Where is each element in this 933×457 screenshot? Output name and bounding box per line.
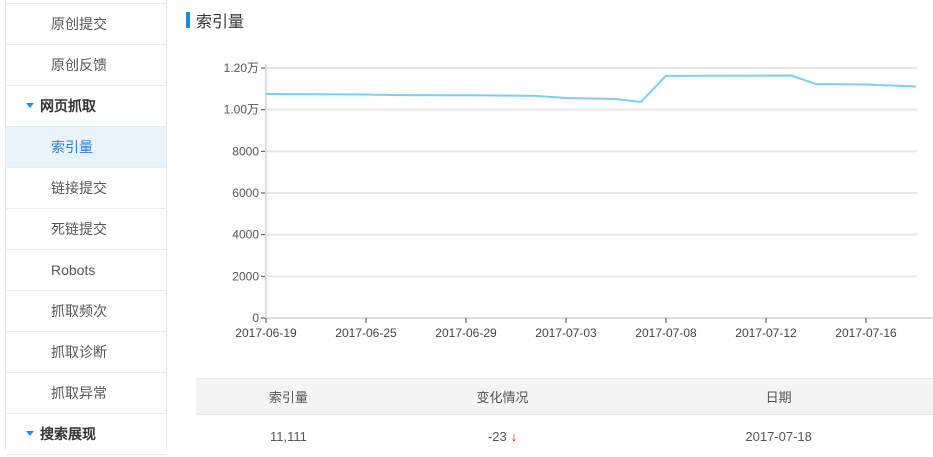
sidebar-item-label: Robots — [51, 262, 95, 278]
title-accent-bar — [186, 12, 190, 28]
sidebar-item-label: 死链提交 — [51, 221, 107, 237]
table-header-row: 索引量 变化情况 日期 — [196, 379, 933, 415]
caret-down-icon — [26, 103, 34, 108]
sidebar-item-label: 原创提交 — [51, 16, 107, 32]
sidebar-item-4[interactable]: 索引量 — [6, 127, 166, 168]
svg-text:2000: 2000 — [232, 269, 259, 283]
line-chart: 0 2000 4000 6000 8000 1.00万 1.20万 2017-06-19 201… — [195, 40, 933, 350]
sidebar-item-label: 网页抓取 — [40, 98, 96, 114]
sidebar-item-label: 抓取诊断 — [51, 344, 107, 360]
cell-count: 11,111 — [196, 415, 381, 457]
svg-text:1.20万: 1.20万 — [224, 61, 259, 75]
sidebar-item-6[interactable]: 死链提交 — [6, 209, 166, 250]
svg-text:6000: 6000 — [232, 186, 259, 200]
svg-text:8000: 8000 — [232, 144, 259, 158]
sidebar-item-8[interactable]: 抓取频次 — [6, 291, 166, 332]
index-series-line — [266, 76, 916, 103]
svg-text:2017-07-03: 2017-07-03 — [535, 326, 597, 340]
sidebar-item-label: 链接提交 — [51, 180, 107, 196]
sidebar-item-label: 抓取频次 — [51, 303, 107, 319]
sidebar: 原创提交原创反馈网页抓取索引量链接提交死链提交 Robots 抓取频次抓取诊断抓取异… — [5, 0, 167, 450]
col-header-date: 日期 — [624, 379, 933, 415]
arrow-down-icon: ↓ — [511, 429, 518, 444]
table-row: 11,111 -23 ↓ 2017-07-18 — [196, 415, 933, 457]
sidebar-item-2[interactable]: 原创反馈 — [6, 45, 166, 86]
cell-date: 2017-07-18 — [624, 415, 933, 457]
page-title-text: 索引量 — [196, 8, 244, 32]
sidebar-item-9[interactable]: 抓取诊断 — [6, 332, 166, 373]
sidebar-item-label: 抓取异常 — [51, 385, 107, 401]
index-volume-chart: 0 2000 4000 6000 8000 1.00万 1.20万 2017-06-19 201… — [195, 40, 933, 350]
sidebar-item-1[interactable]: 原创提交 — [6, 4, 166, 45]
svg-text:1.00万: 1.00万 — [224, 103, 259, 117]
svg-text:2017-06-19: 2017-06-19 — [235, 326, 297, 340]
sidebar-item-label: 原创反馈 — [51, 57, 107, 73]
sidebar-group-11[interactable]: 搜索展现 — [6, 414, 166, 455]
col-header-count: 索引量 — [196, 379, 381, 415]
sidebar-group-3[interactable]: 网页抓取 — [6, 86, 166, 127]
svg-text:2017-06-25: 2017-06-25 — [335, 326, 397, 340]
sidebar-item-label: 搜索展现 — [40, 426, 96, 442]
sidebar-item-10[interactable]: 抓取异常 — [6, 373, 166, 414]
svg-text:2017-07-12: 2017-07-12 — [735, 326, 797, 340]
svg-text:2017-07-08: 2017-07-08 — [635, 326, 697, 340]
cell-change: -23 ↓ — [381, 415, 624, 457]
page-title: 索引量 — [186, 10, 244, 30]
sidebar-item-7[interactable]: Robots — [6, 250, 166, 291]
sidebar-item-label: 索引量 — [51, 139, 93, 155]
change-value: -23 — [488, 429, 507, 444]
svg-text:2017-07-16: 2017-07-16 — [835, 326, 897, 340]
svg-text:4000: 4000 — [232, 228, 259, 242]
sidebar-item-5[interactable]: 链接提交 — [6, 168, 166, 209]
col-header-change: 变化情况 — [381, 379, 624, 415]
caret-down-icon — [26, 431, 34, 436]
index-table: 索引量 变化情况 日期 11,111 -23 ↓ 2017-07-18 — [196, 378, 933, 457]
svg-text:2017-06-29: 2017-06-29 — [435, 326, 497, 340]
svg-text:0: 0 — [252, 311, 259, 325]
